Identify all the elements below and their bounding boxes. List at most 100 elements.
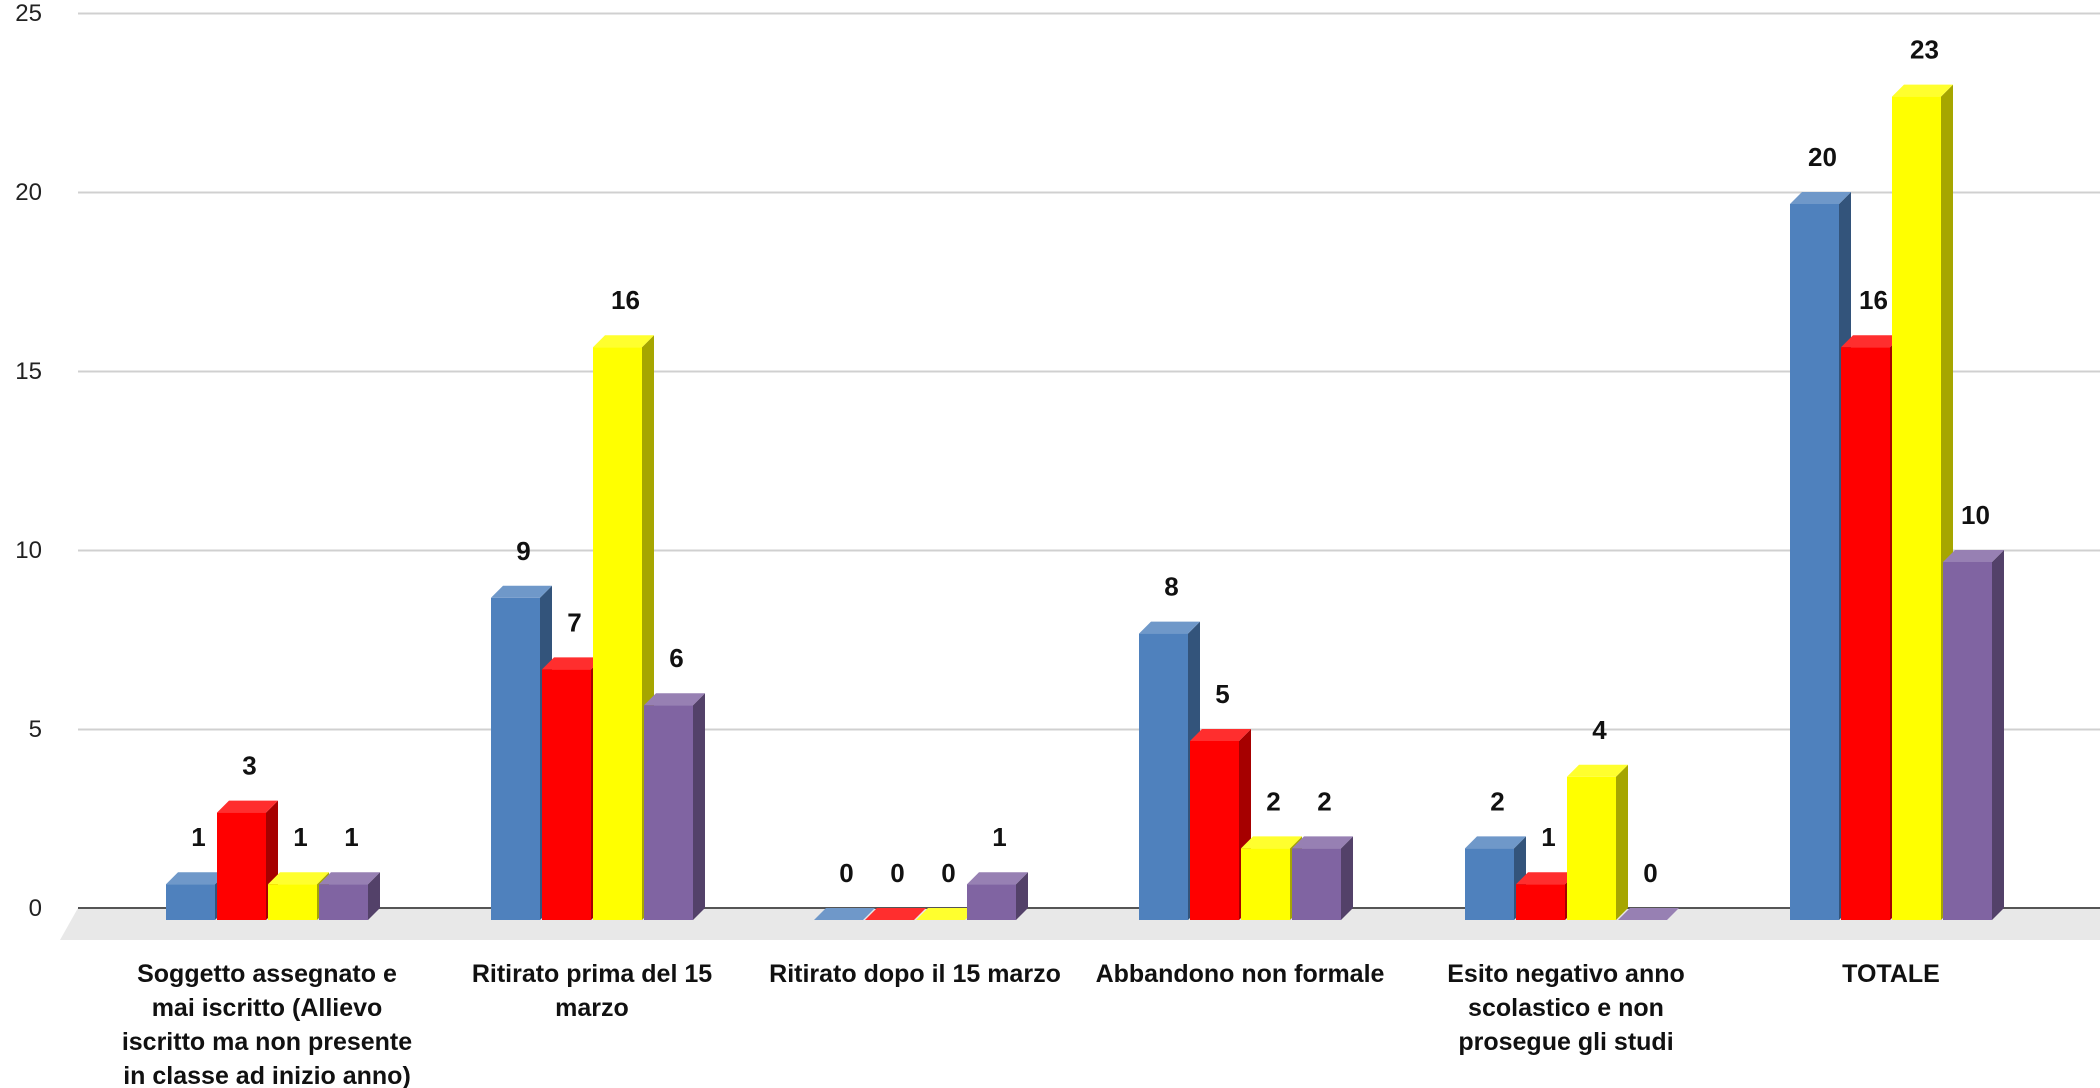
y-tick-label: 0 (29, 895, 42, 922)
data-label: 2 (1317, 786, 1331, 816)
category-labels: Soggetto assegnato e mai iscritto (Alliev… (122, 960, 1940, 1088)
bar-top (814, 908, 875, 920)
category-label: Soggetto assegnato e mai iscritto (Alliev… (122, 960, 412, 1088)
category-label-line: Ritirato prima del 15 (472, 960, 712, 988)
data-label: 3 (242, 751, 256, 781)
bar-top (166, 872, 227, 885)
bar-front (1190, 741, 1239, 920)
gridlines (78, 12, 2100, 731)
data-label: 1 (191, 822, 205, 852)
data-label: 2 (1266, 786, 1280, 816)
data-label: 7 (567, 607, 581, 637)
bar-front (1292, 848, 1341, 920)
y-axis-ticks: 0 5 10 15 20 25 (15, 0, 42, 922)
bar-top (593, 335, 654, 348)
bar (593, 335, 654, 920)
bar-front (593, 347, 642, 920)
bar-front (644, 705, 693, 920)
category-label-line: mai iscritto (Allievo (152, 994, 383, 1022)
y-tick-label: 10 (15, 537, 42, 564)
bar-top (1465, 836, 1526, 849)
bar-front (967, 884, 1016, 920)
category-label-line: marzo (555, 994, 629, 1022)
bar-top (865, 908, 926, 920)
bar-top (1618, 908, 1679, 920)
bar-top (1567, 764, 1628, 777)
category-label-line: Abbandono non formale (1096, 960, 1385, 988)
bar-front (166, 884, 215, 920)
category-label: TOTALE (1842, 960, 1940, 988)
bar-top (1892, 84, 1953, 97)
data-label: 16 (611, 285, 640, 315)
bar (865, 908, 926, 920)
category-label-line: in classe ad inizio anno) (123, 1062, 411, 1088)
bar-top (319, 872, 380, 885)
bar-front (542, 669, 591, 920)
bar (967, 872, 1028, 920)
bar-top (217, 800, 278, 813)
data-label: 20 (1808, 142, 1837, 172)
data-label: 6 (669, 643, 683, 673)
bar (1618, 908, 1679, 920)
bar-top (1139, 621, 1200, 634)
category-label-line: iscritto ma non presente (122, 1028, 412, 1056)
bar-front (1841, 347, 1890, 920)
bar (1190, 729, 1251, 920)
bar-front (1241, 848, 1290, 920)
data-label: 23 (1910, 35, 1939, 65)
bar (644, 693, 705, 920)
bar-top (1241, 836, 1302, 849)
bar-side (1992, 550, 2004, 920)
bar (1943, 550, 2004, 920)
bar (1292, 836, 1353, 920)
data-label: 0 (941, 858, 955, 888)
bar-side (368, 872, 380, 920)
data-label: 1 (344, 822, 358, 852)
bar (814, 908, 875, 920)
bar-front (1139, 633, 1188, 920)
category-label-line: Esito negativo anno (1447, 960, 1685, 988)
bar-top (1943, 550, 2004, 562)
data-label: 2 (1490, 786, 1504, 816)
category-label-line: scolastico e non (1468, 994, 1664, 1022)
category-label-line: Ritirato dopo il 15 marzo (769, 960, 1061, 988)
bar-front (1567, 776, 1616, 920)
bar-front (1465, 848, 1514, 920)
bar-top (644, 693, 705, 706)
bar-front (1943, 562, 1992, 920)
bar-side (1341, 836, 1353, 920)
y-tick-label: 15 (15, 358, 42, 385)
y-tick-label: 20 (15, 179, 42, 206)
data-label: 1 (1541, 822, 1555, 852)
bar-front (1790, 204, 1839, 920)
bar-front (1892, 96, 1941, 921)
bar-front (268, 884, 317, 920)
data-label: 9 (516, 536, 530, 566)
bar-side (1616, 764, 1628, 920)
category-label-line: prosegue gli studi (1458, 1028, 1673, 1056)
category-label: Abbandono non formale (1096, 960, 1385, 988)
data-label: 5 (1215, 679, 1229, 709)
bar-top (1516, 872, 1577, 885)
bar-front (491, 597, 540, 920)
bars (166, 84, 2004, 921)
data-label: 8 (1164, 572, 1178, 602)
bar-front (217, 812, 266, 920)
bar-top (1841, 335, 1902, 348)
y-tick-label: 5 (29, 716, 42, 743)
category-label: Ritirato dopo il 15 marzo (769, 960, 1061, 988)
bar (916, 908, 977, 920)
data-label: 16 (1859, 285, 1888, 315)
category-label-line: TOTALE (1842, 960, 1940, 988)
data-label: 4 (1592, 715, 1607, 745)
bar-front (319, 884, 368, 920)
category-label: Ritirato prima del 15 marzo (472, 960, 712, 1022)
bar-top (268, 872, 329, 885)
bar-top (916, 908, 977, 920)
bar-top (491, 585, 552, 598)
bar-top (1790, 192, 1851, 204)
data-label: 0 (1643, 858, 1657, 888)
bar-side (1016, 872, 1028, 920)
